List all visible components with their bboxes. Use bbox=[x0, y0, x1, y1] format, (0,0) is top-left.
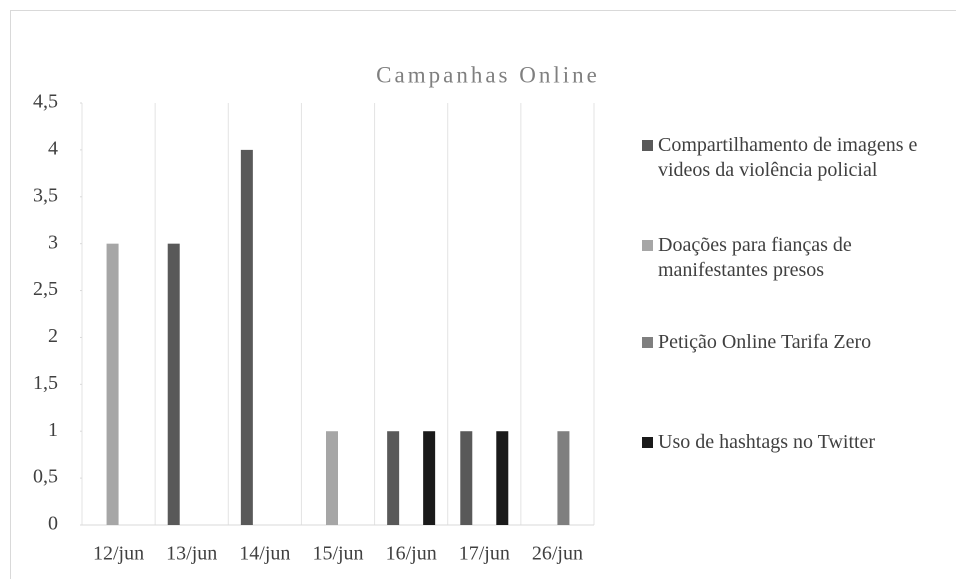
y-tick-label: 3,5 bbox=[33, 184, 58, 206]
y-tick-label: 3 bbox=[48, 231, 58, 253]
bar bbox=[106, 243, 119, 525]
x-tick-label: 12/jun bbox=[93, 543, 144, 565]
legend-label: Petição Online Tarifa Zero bbox=[658, 331, 872, 353]
legend-label: Doações para fianças de manifestantes pr… bbox=[658, 234, 852, 281]
x-tick-label: 17/jun bbox=[459, 543, 510, 565]
y-tick-label: 2,5 bbox=[33, 278, 58, 300]
chart-title: Campanhas Online bbox=[376, 62, 600, 87]
x-tick-label: 16/jun bbox=[386, 543, 437, 565]
bar bbox=[167, 243, 180, 525]
bar bbox=[460, 431, 473, 525]
bar bbox=[557, 431, 570, 525]
x-tick-label: 26/jun bbox=[532, 543, 583, 565]
x-tick-label: 15/jun bbox=[312, 543, 363, 565]
x-tick-label: 13/jun bbox=[166, 543, 217, 565]
legend-label: Uso de hashtags no Twitter bbox=[658, 431, 876, 453]
legend-entry: Uso de hashtags no Twitter bbox=[640, 430, 950, 455]
y-tick-label: 2 bbox=[48, 325, 58, 347]
bar bbox=[240, 149, 253, 525]
legend-entry: Doações para fianças de manifestantes pr… bbox=[640, 233, 950, 283]
bar bbox=[326, 431, 338, 525]
x-tick-label: 14/jun bbox=[239, 543, 290, 565]
legend-swatch bbox=[642, 437, 653, 448]
y-tick-label: 0,5 bbox=[33, 466, 58, 488]
legend-swatch bbox=[642, 240, 653, 251]
legend-entry: Petição Online Tarifa Zero bbox=[640, 330, 950, 355]
bar bbox=[387, 431, 400, 525]
legend-label: Compartilhamento de imagens e videos da … bbox=[658, 134, 918, 181]
y-tick-label: 4,5 bbox=[33, 91, 58, 113]
y-tick-label: 1 bbox=[48, 419, 58, 441]
y-tick-label: 1,5 bbox=[33, 372, 58, 394]
y-tick-label: 4 bbox=[48, 137, 58, 159]
bar bbox=[423, 431, 436, 525]
legend-entry: Compartilhamento de imagens e videos da … bbox=[640, 133, 950, 183]
y-tick-label: 0 bbox=[48, 513, 58, 535]
bar bbox=[496, 431, 509, 525]
legend-swatch bbox=[642, 337, 653, 348]
legend-swatch bbox=[642, 140, 653, 151]
chart-frame bbox=[10, 10, 956, 579]
